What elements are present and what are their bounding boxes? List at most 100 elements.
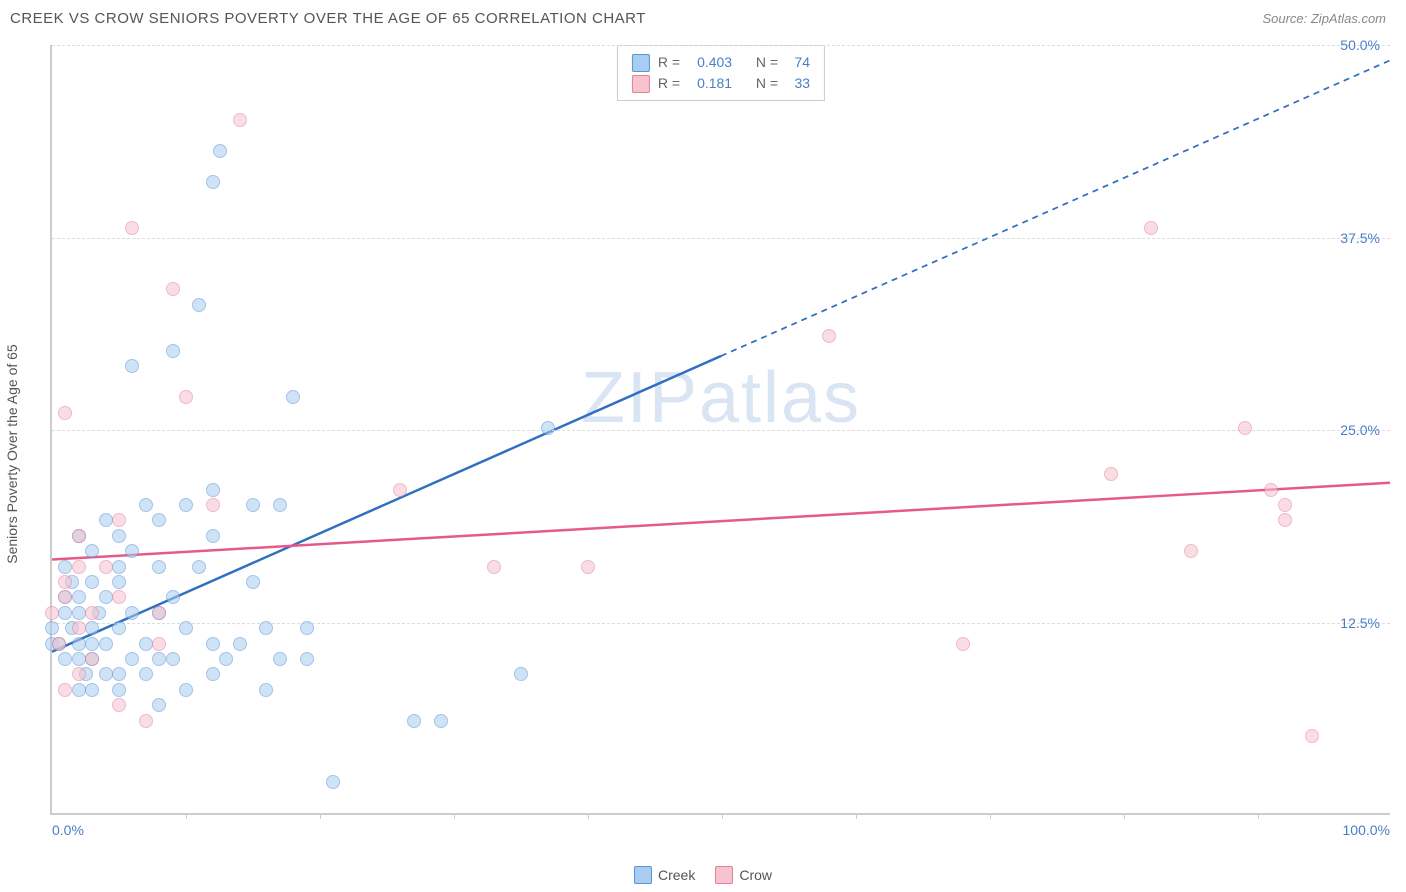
legend-series: Creek Crow bbox=[634, 866, 772, 884]
data-point bbox=[407, 714, 421, 728]
data-point bbox=[300, 621, 314, 635]
r-label: R = bbox=[658, 73, 680, 94]
data-point bbox=[487, 560, 501, 574]
gridline bbox=[52, 430, 1390, 431]
data-point bbox=[206, 175, 220, 189]
data-point bbox=[72, 683, 86, 697]
data-point bbox=[1184, 544, 1198, 558]
x-tick-mark bbox=[454, 813, 455, 819]
data-point bbox=[139, 498, 153, 512]
data-point bbox=[393, 483, 407, 497]
trend-lines bbox=[52, 45, 1390, 813]
data-point bbox=[58, 652, 72, 666]
data-point bbox=[1278, 513, 1292, 527]
data-point bbox=[1238, 421, 1252, 435]
chart-source: Source: ZipAtlas.com bbox=[1262, 11, 1386, 26]
data-point bbox=[139, 637, 153, 651]
data-point bbox=[259, 683, 273, 697]
data-point bbox=[72, 560, 86, 574]
legend-swatch bbox=[632, 75, 650, 93]
y-axis-label: Seniors Poverty Over the Age of 65 bbox=[4, 344, 20, 563]
data-point bbox=[192, 298, 206, 312]
data-point bbox=[1264, 483, 1278, 497]
data-point bbox=[206, 498, 220, 512]
gridline bbox=[52, 238, 1390, 239]
data-point bbox=[434, 714, 448, 728]
legend-swatch bbox=[715, 866, 733, 884]
r-value: 0.403 bbox=[688, 52, 732, 73]
legend-swatch bbox=[632, 54, 650, 72]
legend-item: Crow bbox=[715, 866, 772, 884]
data-point bbox=[85, 621, 99, 635]
gridline bbox=[52, 623, 1390, 624]
data-point bbox=[152, 560, 166, 574]
data-point bbox=[273, 652, 287, 666]
data-point bbox=[85, 683, 99, 697]
x-tick-mark bbox=[856, 813, 857, 819]
data-point bbox=[152, 637, 166, 651]
chart-header: CREEK VS CROW SENIORS POVERTY OVER THE A… bbox=[0, 0, 1406, 37]
data-point bbox=[85, 575, 99, 589]
legend-label: Creek bbox=[658, 867, 695, 883]
data-point bbox=[112, 621, 126, 635]
data-point bbox=[72, 667, 86, 681]
data-point bbox=[1305, 729, 1319, 743]
data-point bbox=[125, 652, 139, 666]
data-point bbox=[300, 652, 314, 666]
n-label: N = bbox=[756, 52, 778, 73]
data-point bbox=[139, 667, 153, 681]
data-point bbox=[273, 498, 287, 512]
data-point bbox=[72, 606, 86, 620]
legend-swatch bbox=[634, 866, 652, 884]
legend-label: Crow bbox=[739, 867, 772, 883]
data-point bbox=[822, 329, 836, 343]
watermark: ZIPatlas bbox=[581, 357, 861, 439]
data-point bbox=[58, 683, 72, 697]
data-point bbox=[219, 652, 233, 666]
data-point bbox=[85, 652, 99, 666]
data-point bbox=[541, 421, 555, 435]
data-point bbox=[139, 714, 153, 728]
data-point bbox=[85, 637, 99, 651]
data-point bbox=[152, 652, 166, 666]
data-point bbox=[514, 667, 528, 681]
x-axis-max: 100.0% bbox=[1343, 822, 1390, 838]
data-point bbox=[206, 483, 220, 497]
data-point bbox=[125, 544, 139, 558]
gridline bbox=[52, 45, 1390, 46]
legend-stats: R =0.403 N =74R =0.181 N =33 bbox=[617, 45, 825, 101]
data-point bbox=[179, 498, 193, 512]
data-point bbox=[85, 544, 99, 558]
data-point bbox=[99, 667, 113, 681]
data-point bbox=[125, 606, 139, 620]
x-tick-mark bbox=[1124, 813, 1125, 819]
data-point bbox=[112, 529, 126, 543]
data-point bbox=[112, 683, 126, 697]
data-point bbox=[112, 560, 126, 574]
y-tick-label: 50.0% bbox=[1340, 37, 1380, 53]
y-tick-label: 37.5% bbox=[1340, 230, 1380, 246]
x-tick-mark bbox=[1258, 813, 1259, 819]
x-tick-mark bbox=[186, 813, 187, 819]
data-point bbox=[1278, 498, 1292, 512]
data-point bbox=[206, 637, 220, 651]
data-point bbox=[581, 560, 595, 574]
legend-stats-row: R =0.181 N =33 bbox=[632, 73, 810, 94]
n-label: N = bbox=[756, 73, 778, 94]
data-point bbox=[112, 575, 126, 589]
data-point bbox=[99, 513, 113, 527]
data-point bbox=[99, 590, 113, 604]
data-point bbox=[246, 575, 260, 589]
data-point bbox=[58, 406, 72, 420]
x-tick-mark bbox=[990, 813, 991, 819]
data-point bbox=[326, 775, 340, 789]
data-point bbox=[99, 560, 113, 574]
x-tick-mark bbox=[722, 813, 723, 819]
data-point bbox=[152, 606, 166, 620]
data-point bbox=[99, 637, 113, 651]
data-point bbox=[192, 560, 206, 574]
data-point bbox=[72, 637, 86, 651]
data-point bbox=[58, 560, 72, 574]
legend-item: Creek bbox=[634, 866, 695, 884]
data-point bbox=[213, 144, 227, 158]
